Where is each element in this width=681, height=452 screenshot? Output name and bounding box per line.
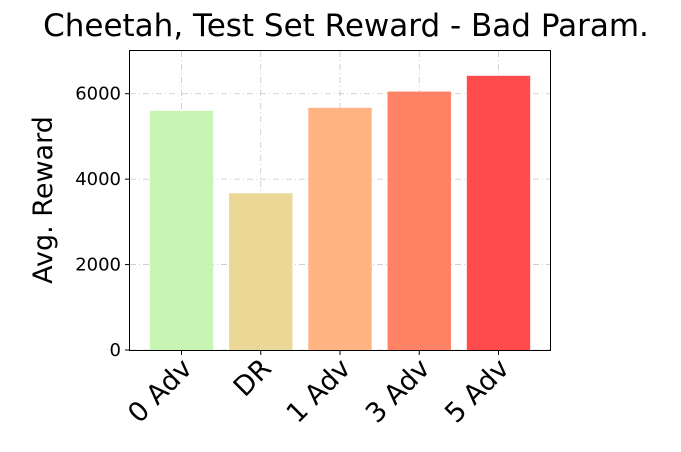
x-tick-label: 0 Adv xyxy=(122,353,198,429)
bar-5-adv xyxy=(466,75,531,350)
y-tick-label: 2000 xyxy=(75,255,121,276)
y-tick-label: 4000 xyxy=(75,169,121,190)
x-tick-label: DR xyxy=(228,353,278,403)
chart-title: Cheetah, Test Set Reward - Bad Param. xyxy=(43,8,649,44)
bar-layer xyxy=(149,75,531,350)
bar-3-adv xyxy=(387,91,451,350)
y-tick-label: 6000 xyxy=(75,84,121,105)
y-axis-label: Avg. Reward xyxy=(28,116,59,284)
bar-dr xyxy=(229,193,293,350)
x-tick-label: 3 Adv xyxy=(360,353,436,429)
bar-0-adv xyxy=(149,110,214,350)
bar-1-adv xyxy=(308,107,372,350)
x-tick-label: 5 Adv xyxy=(439,353,515,429)
y-tick-label: 0 xyxy=(110,340,121,361)
x-tick-label: 1 Adv xyxy=(281,353,357,429)
